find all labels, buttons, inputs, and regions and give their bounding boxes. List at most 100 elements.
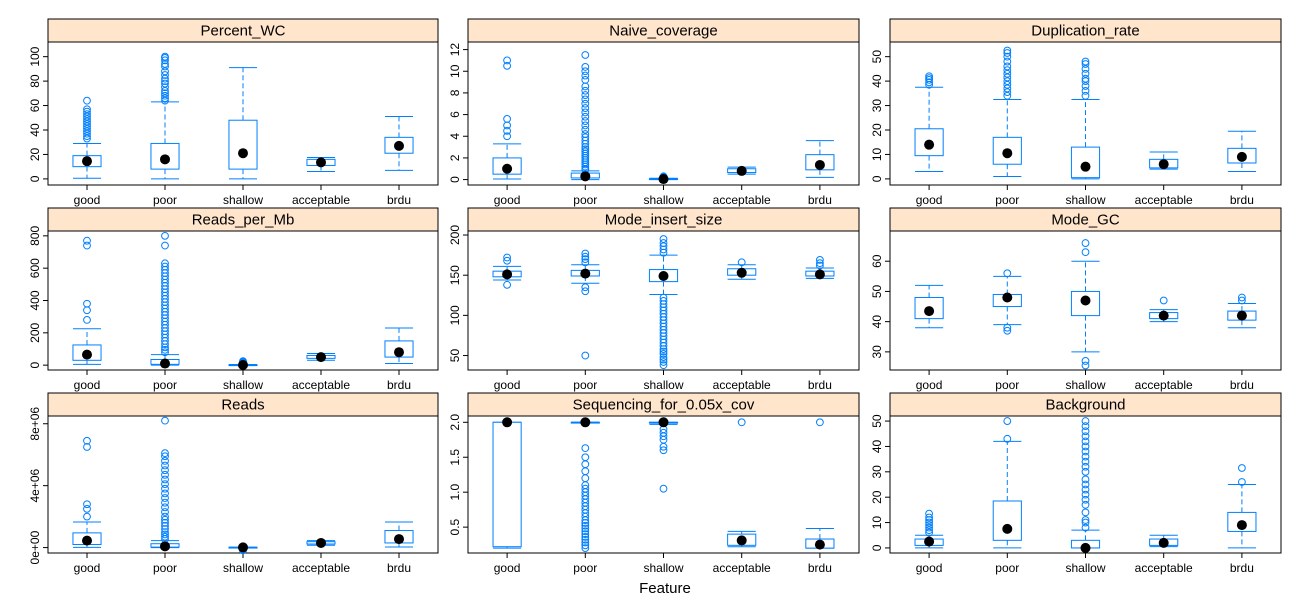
box-acceptable [1149,534,1179,548]
y-tick-label: 0e+00 [28,530,42,564]
outlier-point [1003,434,1012,443]
outlier-point [581,444,590,453]
box-acceptable [1149,151,1179,170]
box-acceptable [1149,296,1179,323]
y-tick-label: 150 [448,265,462,285]
outlier-point [581,538,590,547]
outlier-point [83,315,91,324]
y-tick-label: 100 [448,305,462,325]
median-dot [736,535,747,546]
outlier-point [925,72,933,81]
outlier-point [581,76,590,84]
outlier-point [1003,91,1012,100]
outlier-point [161,56,169,65]
median-dot [502,417,513,428]
box-acceptable [306,352,336,363]
outlier-point [581,71,590,80]
outlier-point [1081,490,1090,499]
x-tick-label: brdu [1230,561,1254,575]
box-brdu [384,521,414,548]
box-shallow [1070,239,1101,370]
panel-title: Sequencing_for_0.05x_cov [573,397,755,414]
y-tick-label: 1.5 [448,449,462,466]
median-dot [580,171,591,182]
outlier-point [83,306,91,315]
outlier-point [1003,66,1012,75]
outlier-point [161,83,169,92]
x-tick-label: acceptable [713,561,771,575]
box-shallow [228,357,258,370]
outlier-point [83,512,91,521]
median-dot [1080,161,1091,172]
box-acceptable [727,258,757,280]
outlier-point [1003,417,1012,425]
panel-duplication-rate: Duplication_rate 0 10 20 30 40 50 good poor shall… [870,18,1282,207]
median-dot [658,417,669,428]
outlier-point [925,523,933,532]
x-tick-label: poor [995,193,1019,207]
outlier-point [1081,452,1090,461]
outlier-point [581,86,590,95]
y-tick-label: 80 [28,74,42,88]
x-tick-label: poor [573,193,597,207]
outlier-point [581,121,590,130]
outlier-point [816,418,824,427]
plot-frame [889,415,1282,554]
y-tick-label: 50 [870,284,884,298]
outlier-point [581,521,590,530]
outlier-point [83,107,91,116]
x-tick-label: poor [573,378,597,392]
median-dot [1158,537,1169,548]
outlier-point [1081,432,1090,441]
outlier-point [161,416,169,425]
median-dot [924,536,935,547]
outlier-point [1081,437,1090,446]
box-brdu [384,116,414,171]
outlier-point [83,236,91,245]
outlier-point [83,132,91,141]
outlier-point [161,74,169,83]
y-tick-label: 30 [870,465,884,479]
outlier-point [1081,480,1090,489]
y-tick-label: 0.5 [448,518,462,535]
outlier-point [659,361,668,370]
outlier-point [581,104,590,112]
outlier-point [1081,523,1090,532]
outlier-point [161,525,169,533]
outlier-point [83,436,91,445]
outlier-point [161,67,169,76]
x-tick-label: shallow [1065,561,1105,575]
outlier-point [581,95,590,104]
median-dot [658,174,669,185]
box-poor [150,416,180,552]
outlier-point [581,258,590,267]
x-tick-label: acceptable [1135,561,1193,575]
outlier-point [1081,508,1090,517]
x-tick-label: good [494,193,521,207]
box-good [914,72,944,173]
box-good [492,253,522,289]
outlier-point [1159,296,1168,305]
outlier-point [581,51,590,59]
outlier-point [161,503,169,512]
median-dot [316,157,326,168]
outlier-point [503,253,512,262]
panel-reads: Reads 0e+00 4e+06 8e+06 good poor shallow accep… [28,392,439,575]
median-dot [160,358,170,369]
outlier-point [1081,417,1090,425]
box-poor [992,46,1022,177]
outlier-point [83,96,91,105]
y-tick-label: 0 [870,175,884,182]
outlier-point [161,475,169,484]
median-dot [238,148,248,159]
outlier-point [1238,464,1246,472]
median-dot [1236,310,1247,321]
outlier-point [1003,46,1012,55]
x-tick-label: brdu [808,378,832,392]
outlier-point [581,467,590,476]
box-poor [992,417,1022,549]
median-dot [238,542,248,553]
outlier-point [1003,326,1012,335]
x-tick-label: acceptable [1135,193,1193,207]
outlier-point [1003,52,1012,61]
